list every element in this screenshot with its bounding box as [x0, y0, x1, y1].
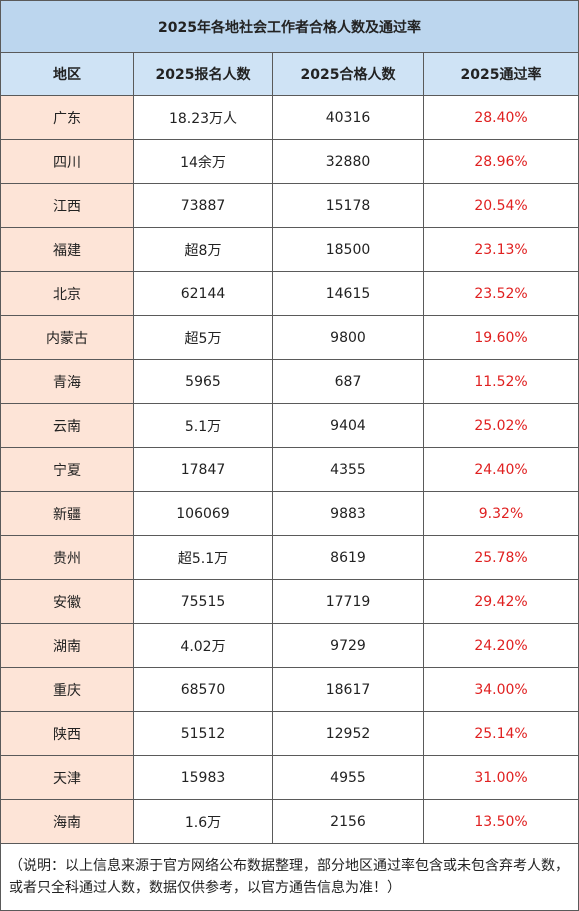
applicants-cell: 超5.1万 [133, 535, 273, 580]
pass-rate-cell: 13.50% [422, 799, 579, 844]
table-row: 广东 18.23万人 40316 28.40% [0, 95, 579, 140]
applicants-cell: 51512 [133, 711, 273, 756]
applicants-cell: 5965 [133, 359, 273, 404]
passed-cell: 9729 [272, 623, 424, 668]
table-row: 内蒙古 超5万 9800 19.60% [0, 315, 579, 360]
pass-rate-cell: 11.52% [422, 359, 579, 404]
passed-cell: 4955 [272, 755, 424, 800]
region-cell: 宁夏 [0, 447, 134, 492]
applicants-cell: 4.02万 [133, 623, 273, 668]
region-cell: 陕西 [0, 711, 134, 756]
table-row: 宁夏 17847 4355 24.40% [0, 447, 579, 492]
pass-rate-cell: 23.52% [422, 271, 579, 316]
table-row: 湖南 4.02万 9729 24.20% [0, 623, 579, 668]
table-row: 四川 14余万 32880 28.96% [0, 139, 579, 184]
pass-rate-cell: 28.96% [422, 139, 579, 184]
header-region: 地区 [0, 52, 134, 96]
pass-rate-cell: 24.20% [422, 623, 579, 668]
header-applicants: 2025报名人数 [133, 52, 273, 96]
header-passed: 2025合格人数 [272, 52, 424, 96]
region-cell: 海南 [0, 799, 134, 844]
table-row: 新疆 106069 9883 9.32% [0, 491, 579, 536]
applicants-cell: 75515 [133, 579, 273, 624]
passed-cell: 2156 [272, 799, 424, 844]
table-row: 江西 73887 15178 20.54% [0, 183, 579, 228]
pass-rate-cell: 28.40% [422, 95, 579, 140]
region-cell: 青海 [0, 359, 134, 404]
header-row: 地区 2025报名人数 2025合格人数 2025通过率 [0, 52, 579, 96]
region-cell: 广东 [0, 95, 134, 140]
region-cell: 新疆 [0, 491, 134, 536]
passed-cell: 18500 [272, 227, 424, 272]
applicants-cell: 15983 [133, 755, 273, 800]
table-row: 青海 5965 687 11.52% [0, 359, 579, 404]
pass-rate-cell: 24.40% [422, 447, 579, 492]
pass-rate-cell: 19.60% [422, 315, 579, 360]
table-row: 贵州 超5.1万 8619 25.78% [0, 535, 579, 580]
applicants-cell: 73887 [133, 183, 273, 228]
applicants-cell: 106069 [133, 491, 273, 536]
region-cell: 云南 [0, 403, 134, 448]
table-row: 北京 62144 14615 23.52% [0, 271, 579, 316]
footnote: （说明：以上信息来源于官方网络公布数据整理，部分地区通过率包含或未包含弃考人数，… [0, 843, 579, 911]
passed-cell: 14615 [272, 271, 424, 316]
pass-rate-cell: 29.42% [422, 579, 579, 624]
applicants-cell: 14余万 [133, 139, 273, 184]
passed-cell: 9404 [272, 403, 424, 448]
pass-rate-cell: 23.13% [422, 227, 579, 272]
applicants-cell: 62144 [133, 271, 273, 316]
passed-cell: 32880 [272, 139, 424, 184]
pass-rate-cell: 20.54% [422, 183, 579, 228]
region-cell: 天津 [0, 755, 134, 800]
table-row: 海南 1.6万 2156 13.50% [0, 799, 579, 844]
table-row: 重庆 68570 18617 34.00% [0, 667, 579, 712]
region-cell: 四川 [0, 139, 134, 184]
region-cell: 内蒙古 [0, 315, 134, 360]
pass-rate-cell: 25.02% [422, 403, 579, 448]
table-row: 云南 5.1万 9404 25.02% [0, 403, 579, 448]
passed-cell: 12952 [272, 711, 424, 756]
region-cell: 贵州 [0, 535, 134, 580]
table-title: 2025年各地社会工作者合格人数及通过率 [0, 0, 579, 53]
table-row: 陕西 51512 12952 25.14% [0, 711, 579, 756]
applicants-cell: 超8万 [133, 227, 273, 272]
pass-rate-cell: 25.14% [422, 711, 579, 756]
header-pass-rate: 2025通过率 [422, 52, 579, 96]
passed-cell: 9883 [272, 491, 424, 536]
pass-rate-cell: 31.00% [422, 755, 579, 800]
passed-cell: 17719 [272, 579, 424, 624]
applicants-cell: 68570 [133, 667, 273, 712]
applicants-cell: 超5万 [133, 315, 273, 360]
table-row: 安徽 75515 17719 29.42% [0, 579, 579, 624]
passed-cell: 8619 [272, 535, 424, 580]
region-cell: 湖南 [0, 623, 134, 668]
passed-cell: 687 [272, 359, 424, 404]
pass-rate-cell: 34.00% [422, 667, 579, 712]
region-cell: 重庆 [0, 667, 134, 712]
passed-cell: 15178 [272, 183, 424, 228]
applicants-cell: 1.6万 [133, 799, 273, 844]
region-cell: 北京 [0, 271, 134, 316]
table-row: 福建 超8万 18500 23.13% [0, 227, 579, 272]
region-cell: 江西 [0, 183, 134, 228]
region-cell: 安徽 [0, 579, 134, 624]
passed-cell: 9800 [272, 315, 424, 360]
passed-cell: 18617 [272, 667, 424, 712]
applicants-cell: 17847 [133, 447, 273, 492]
applicants-cell: 5.1万 [133, 403, 273, 448]
region-cell: 福建 [0, 227, 134, 272]
passed-cell: 40316 [272, 95, 424, 140]
table-row: 天津 15983 4955 31.00% [0, 755, 579, 800]
pass-rate-cell: 9.32% [422, 491, 579, 536]
passed-cell: 4355 [272, 447, 424, 492]
applicants-cell: 18.23万人 [133, 95, 273, 140]
pass-rate-cell: 25.78% [422, 535, 579, 580]
